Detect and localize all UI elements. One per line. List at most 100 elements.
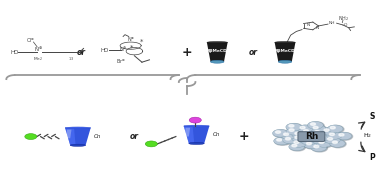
Circle shape [310,125,326,133]
Circle shape [273,129,288,137]
Circle shape [325,136,340,144]
Text: S: S [369,112,374,121]
Text: RβMeCD: RβMeCD [207,49,228,53]
Polygon shape [184,126,194,143]
Circle shape [282,132,297,140]
Text: P: P [369,153,375,162]
Circle shape [316,133,332,140]
Circle shape [322,128,338,136]
Ellipse shape [184,125,209,127]
Circle shape [302,138,318,145]
Polygon shape [207,43,228,62]
Polygon shape [185,128,190,137]
Text: Me$_2$: Me$_2$ [33,56,43,63]
Circle shape [292,135,308,142]
Circle shape [290,143,305,151]
Circle shape [275,138,290,145]
Text: N: N [307,23,310,27]
Circle shape [319,141,324,144]
Text: *: * [139,39,143,45]
Circle shape [316,139,332,147]
Circle shape [145,141,157,147]
Text: NH$_2$: NH$_2$ [338,14,349,23]
Circle shape [304,130,309,132]
Ellipse shape [207,41,228,43]
Circle shape [274,137,290,145]
Circle shape [286,123,302,131]
Circle shape [313,130,328,137]
Polygon shape [65,128,76,145]
Circle shape [292,131,308,138]
Polygon shape [275,43,295,62]
Circle shape [301,137,316,145]
Circle shape [325,137,341,144]
Circle shape [324,129,329,131]
Circle shape [328,125,344,133]
Text: or: or [248,48,257,57]
Text: +: + [238,130,249,143]
Circle shape [314,138,320,140]
Circle shape [308,122,324,130]
Text: +: + [182,46,192,59]
Circle shape [273,130,289,137]
Text: HO: HO [10,50,19,55]
Circle shape [25,134,37,139]
Circle shape [313,126,318,129]
Circle shape [277,139,282,141]
Circle shape [328,138,333,140]
Circle shape [304,139,309,141]
Circle shape [289,143,305,151]
Circle shape [291,139,307,147]
Circle shape [300,126,305,129]
FancyBboxPatch shape [298,132,325,141]
Text: Cn: Cn [94,134,101,139]
Circle shape [314,145,319,148]
Circle shape [295,136,300,139]
Circle shape [332,141,338,144]
Circle shape [311,136,327,144]
Text: N$^{\oplus}$: N$^{\oplus}$ [119,45,127,54]
Polygon shape [65,128,91,145]
Circle shape [289,129,294,131]
Circle shape [310,123,316,125]
Circle shape [284,133,289,135]
Text: Br$^{\ominus}$: Br$^{\ominus}$ [116,57,126,66]
Circle shape [307,142,311,145]
Text: or: or [130,132,139,141]
Circle shape [285,137,290,140]
Text: N$^{\oplus}$: N$^{\oplus}$ [34,45,43,54]
Ellipse shape [275,41,295,43]
Text: or: or [77,48,86,57]
Circle shape [284,137,299,144]
Circle shape [317,140,333,148]
Circle shape [311,144,327,152]
Circle shape [314,131,320,133]
Ellipse shape [189,142,204,145]
Circle shape [276,131,280,133]
Text: $_{13}$: $_{13}$ [68,56,74,63]
Circle shape [301,128,316,136]
Ellipse shape [70,144,85,146]
Circle shape [327,125,343,133]
Text: N$^{\oplus}$: N$^{\oplus}$ [127,35,135,44]
Circle shape [330,133,335,135]
Circle shape [289,125,294,127]
Text: H$_2$: H$_2$ [363,131,372,140]
Circle shape [297,125,313,133]
Circle shape [311,125,327,133]
Circle shape [329,139,345,147]
Circle shape [304,141,320,149]
Text: RβMeCD: RβMeCD [275,49,296,53]
Polygon shape [184,126,209,143]
Circle shape [313,137,328,144]
Circle shape [304,133,319,140]
Circle shape [336,132,352,140]
Text: Cn: Cn [212,132,220,137]
Ellipse shape [211,60,224,63]
Circle shape [280,132,296,139]
Text: NH: NH [329,21,335,25]
Text: N: N [315,26,319,30]
Circle shape [293,131,308,139]
Circle shape [330,140,346,148]
Circle shape [292,140,308,148]
